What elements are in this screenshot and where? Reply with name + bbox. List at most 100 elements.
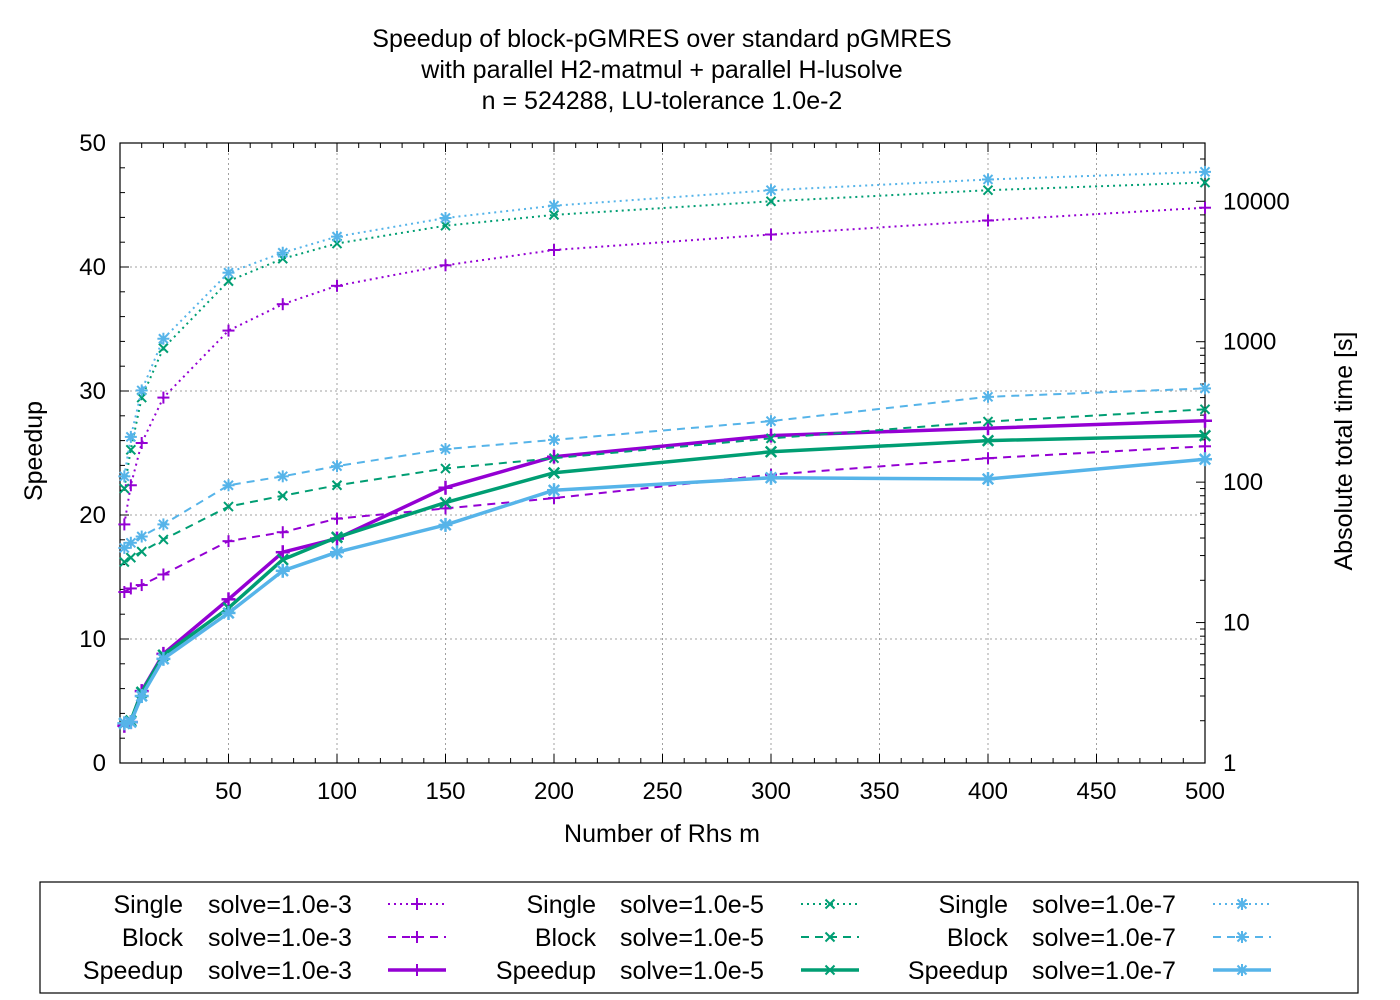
data-point: [982, 416, 994, 427]
chart-title-line-2: with parallel H2-matmul + parallel H-lus…: [420, 56, 902, 84]
series-line: [123, 181, 1206, 489]
data-point: [277, 247, 288, 258]
x-tick-label: 50: [215, 778, 242, 805]
y-tick-label: 10: [79, 626, 106, 653]
data-point: [136, 385, 147, 396]
legend-entry: Speedup solve=1.0e-7: [908, 957, 1271, 985]
legend-label: Block: [535, 924, 597, 952]
data-point: [125, 552, 137, 563]
legend-entry: Block solve=1.0e-5: [535, 924, 859, 952]
chart-title-line-3: n = 524288, LU-tolerance 1.0e-2: [482, 87, 843, 115]
series-block-1_0e-7: [118, 382, 1211, 554]
legend-label: Single: [114, 891, 184, 919]
data-point: [440, 443, 451, 455]
legend-marker: [824, 931, 836, 943]
legend-entry: Speedup solve=1.0e-3: [83, 957, 446, 985]
y-tick-label: 0: [93, 750, 106, 777]
data-point: [119, 471, 130, 482]
y-axis-label: Speedup: [20, 401, 48, 501]
x-tick-label: 150: [425, 778, 465, 805]
data-point: [276, 564, 289, 577]
data-point: [765, 415, 777, 427]
data-point: [765, 196, 777, 207]
y-tick-label: 30: [79, 378, 106, 405]
series-line: [123, 170, 1206, 477]
legend-label: Block: [947, 924, 1009, 952]
data-point: [124, 715, 137, 729]
legend-tolerance: solve=1.0e-7: [1032, 924, 1176, 952]
data-point: [548, 453, 560, 464]
data-point: [125, 431, 137, 443]
data-point: [331, 480, 343, 491]
series-single-1_0e-3: [118, 201, 1211, 531]
data-point: [136, 546, 147, 557]
y-tick-label: 20: [79, 502, 106, 529]
data-point: [135, 689, 148, 703]
data-point: [548, 434, 560, 446]
data-point: [765, 184, 777, 196]
x-tick-label: 250: [642, 778, 682, 805]
chart-title-line-1: Speedup of block-pGMRES over standard pG…: [372, 25, 951, 53]
legend-entry: Single solve=1.0e-5: [527, 891, 859, 919]
data-point: [1199, 166, 1211, 178]
legend-label: Single: [939, 891, 1009, 919]
x-tick-label: 400: [968, 778, 1008, 805]
data-point: [331, 231, 343, 242]
x-tick-label: 450: [1076, 778, 1116, 805]
data-point: [440, 212, 451, 224]
y2-tick-label: 1: [1223, 750, 1236, 777]
data-point: [119, 483, 130, 494]
data-point: [439, 518, 452, 532]
data-point: [548, 209, 560, 221]
data-point: [125, 444, 137, 455]
legend-tolerance: solve=1.0e-3: [208, 924, 352, 952]
legend-label: Speedup: [908, 957, 1008, 985]
data-point: [982, 391, 994, 403]
series-single-1_0e-7: [118, 165, 1211, 483]
legend-box: [39, 881, 1359, 994]
data-point: [276, 553, 289, 566]
data-point: [440, 220, 451, 231]
y2-axis-label: Absolute total time [s]: [1330, 331, 1358, 570]
y-tick-label: 40: [79, 254, 106, 281]
legend-tolerance: solve=1.0e-5: [620, 924, 764, 952]
data-point: [277, 471, 288, 482]
legend-entry: Speedup solve=1.0e-5: [496, 957, 859, 985]
data-point: [119, 556, 130, 568]
y-tick-label: 50: [79, 130, 106, 157]
data-point: [223, 480, 234, 491]
data-point: [1199, 177, 1211, 188]
data-point: [331, 460, 343, 472]
x-axis-label: Number of Rhs m: [564, 820, 760, 848]
legend-label: Speedup: [83, 957, 183, 985]
x-tick-label: 300: [751, 778, 791, 805]
data-point: [547, 466, 561, 479]
x-tick-label: 200: [534, 778, 574, 805]
legend-marker: [824, 898, 836, 910]
data-point: [222, 606, 235, 620]
legend-tolerance: solve=1.0e-5: [620, 957, 764, 985]
legend-marker: [824, 964, 836, 976]
legend-marker: [1236, 964, 1248, 976]
data-point: [764, 445, 778, 458]
data-point: [330, 546, 344, 559]
data-point: [223, 501, 234, 512]
data-point: [158, 534, 169, 545]
data-point: [982, 184, 994, 196]
data-point: [439, 496, 452, 509]
legend-tolerance: solve=1.0e-7: [1032, 957, 1176, 985]
y2-tick-label: 10000: [1223, 188, 1290, 215]
legend-tolerance: solve=1.0e-3: [208, 891, 352, 919]
data-point: [547, 484, 561, 497]
data-point: [1199, 383, 1211, 394]
y2-tick-label: 1000: [1223, 329, 1276, 356]
legend-marker: [1236, 898, 1248, 910]
data-point: [223, 267, 234, 278]
data-point: [440, 463, 451, 474]
data-point: [136, 531, 147, 542]
grid-lines: [120, 143, 1205, 763]
data-point: [125, 537, 137, 548]
legend-entry: Block solve=1.0e-7: [947, 924, 1271, 952]
series-speedup-1_0e-7: [117, 452, 1212, 731]
